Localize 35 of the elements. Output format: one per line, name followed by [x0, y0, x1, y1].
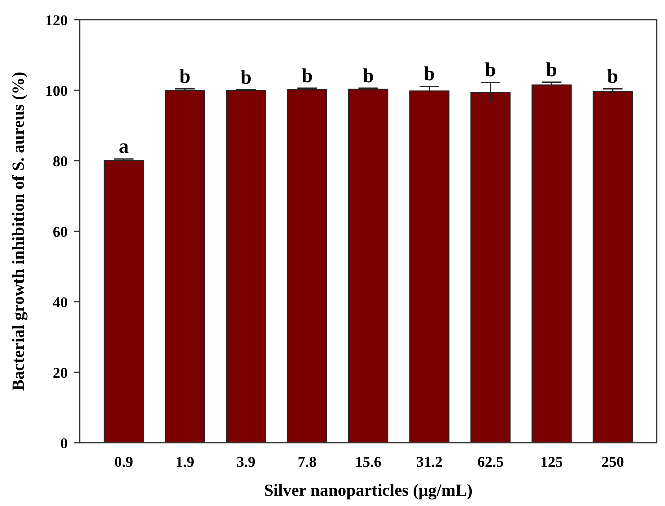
bar	[104, 160, 144, 444]
y-tick-label: 80	[53, 154, 68, 170]
bar	[592, 91, 634, 444]
x-tick-label: 31.2	[416, 455, 443, 471]
y-tick-label: 120	[46, 13, 68, 30]
annotation: b	[607, 66, 619, 88]
x-tick-label: 125	[540, 455, 564, 471]
annotation: b	[485, 60, 496, 82]
annotation: b	[424, 64, 436, 86]
bar	[165, 90, 206, 444]
bar	[226, 90, 266, 444]
x-tick-label: 3.9	[236, 455, 256, 471]
y-axis-title: Bacterial growth inhibition of S. aureus (%)	[9, 72, 28, 392]
x-tick-label: 62.5	[478, 455, 504, 471]
y-tick-label: 60	[53, 224, 68, 241]
annotation: b	[546, 59, 558, 82]
x-tick-label: 0.9	[114, 455, 134, 471]
bar	[410, 90, 450, 444]
bar	[532, 84, 572, 444]
annotation: b	[362, 65, 374, 88]
annotation: b	[302, 65, 313, 88]
x-tick-label: 15.6	[355, 455, 382, 471]
bar	[287, 89, 328, 444]
x-tick-label: 1.9	[176, 455, 195, 471]
y-tick-label: 100	[46, 84, 68, 100]
annotation: b	[180, 66, 191, 88]
annotation: a	[119, 136, 130, 158]
x-tick-label: 7.8	[298, 455, 317, 471]
annotation: b	[240, 66, 252, 89]
bar	[348, 88, 389, 444]
x-tick-label: 250	[602, 455, 624, 471]
y-tick-label: 40	[53, 295, 68, 312]
x-axis-title: Silver nanoparticles (μg/mL)	[264, 481, 473, 500]
y-tick-label: 0	[60, 436, 68, 452]
y-tick-label: 20	[53, 366, 68, 382]
